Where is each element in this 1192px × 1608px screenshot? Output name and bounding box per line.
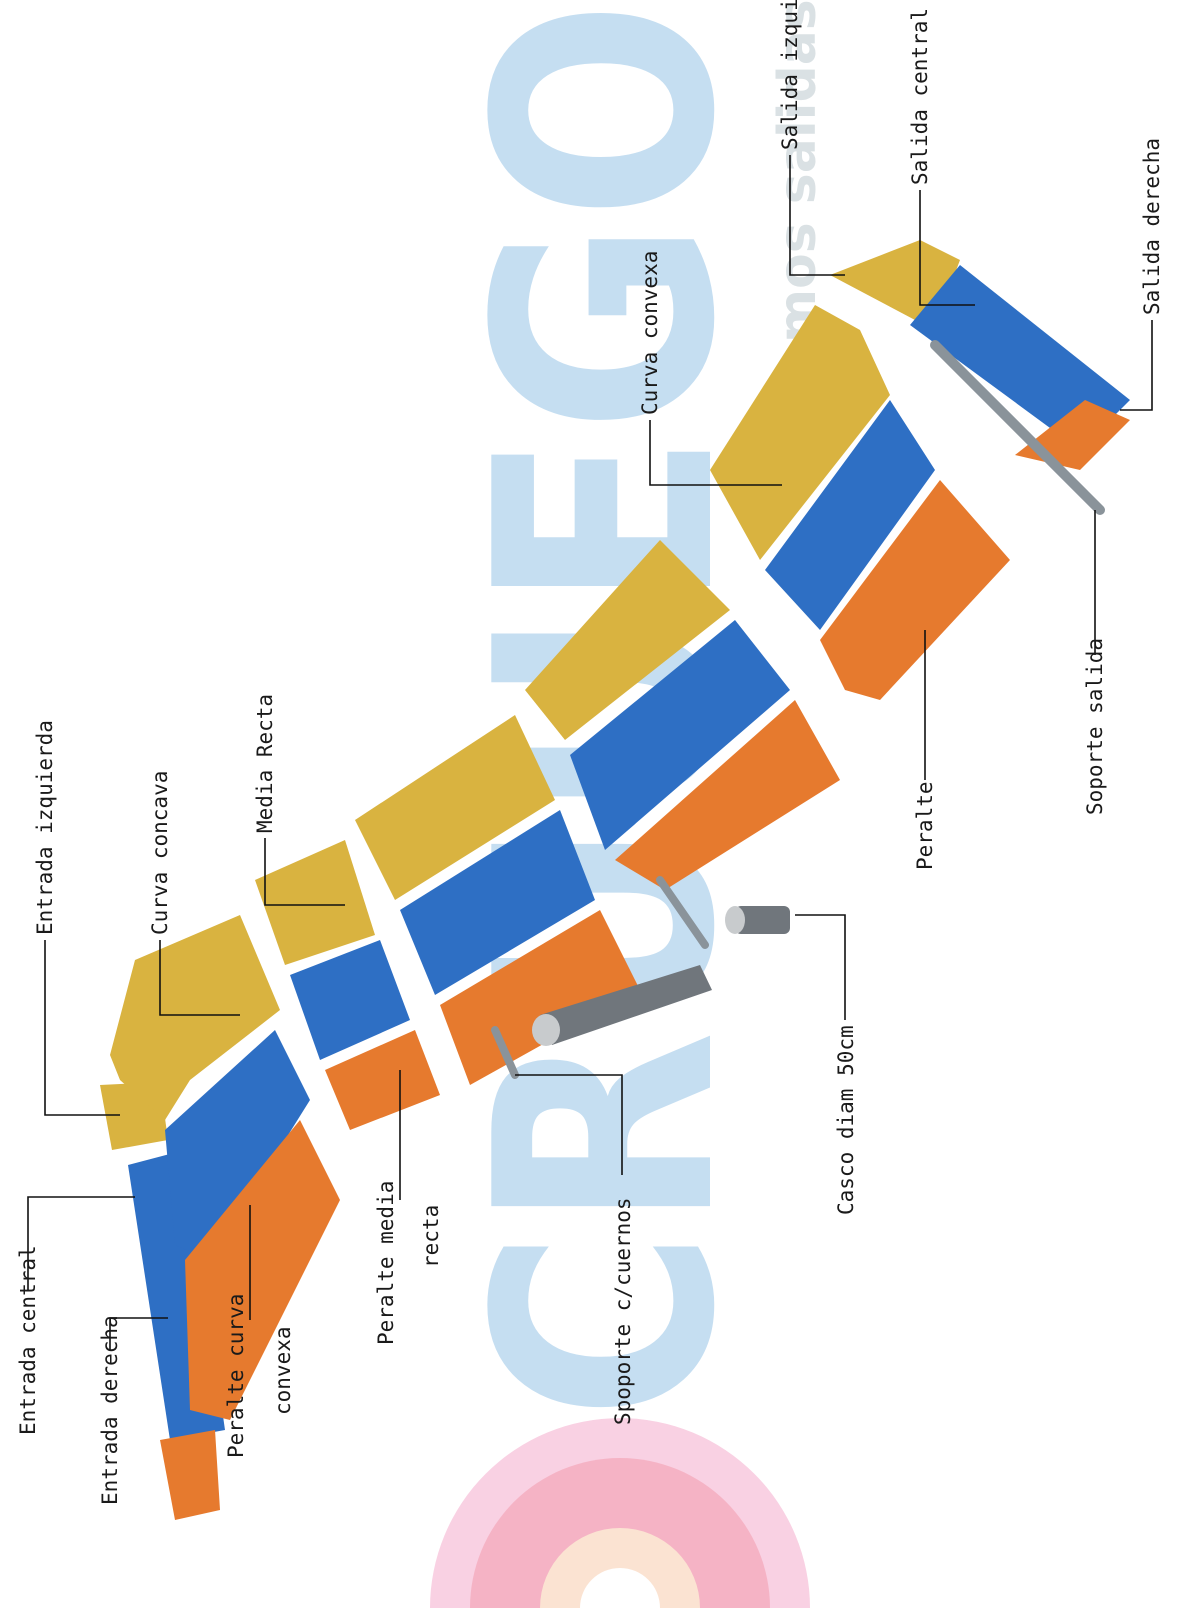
peralte-curva-convexa-piece (185, 1120, 340, 1420)
label-entrada-izquierda: Entrada izquierda (33, 720, 57, 935)
leader-entrada-derecha (109, 1317, 168, 1350)
label-salida-derecha: Salida derecha (1140, 138, 1164, 315)
label-soporte-salida: Soporte salida (1083, 638, 1107, 815)
label-curva-concava: Curva concava (148, 771, 172, 935)
leader-soporte-cuernos (515, 1074, 623, 1175)
curva-concava-piece (110, 915, 280, 1120)
curva-convexa-yellow (710, 305, 890, 560)
leader-entrada-izquierda (44, 940, 120, 1116)
label-curva-convexa: Curva convexa (638, 251, 662, 415)
mid-yellow-1 (355, 715, 555, 900)
label-entrada-derecha: Entrada derecha (98, 1315, 122, 1505)
mid-yellow-2 (525, 540, 730, 740)
label-peralte: Peralte (913, 781, 937, 870)
label-peralte-media-recta-2: recta (419, 1205, 443, 1268)
slide-parts (100, 240, 1130, 1520)
curva-convexa-blue (765, 400, 935, 630)
label-soporte-cuernos: Spoporte c/cuernos (611, 1197, 635, 1425)
leader-casco (795, 914, 846, 1020)
curva-concava-blue (165, 1030, 310, 1260)
leader-entrada-central (27, 1196, 135, 1290)
label-peralte-curva-convexa-2: convexa (271, 1326, 295, 1415)
peralte-piece (820, 480, 1010, 700)
soporte-mid-bar (656, 876, 709, 949)
label-peralte-media-recta-1: Peralte media (374, 1181, 398, 1345)
casco-cylinder-small (725, 906, 790, 934)
casco-cylinder-large (532, 965, 712, 1046)
label-peralte-curva-convexa-1: Peralte curva (224, 1294, 248, 1458)
mid-orange-1 (440, 910, 640, 1085)
media-recta-yellow (255, 840, 375, 965)
salida-central-piece (910, 265, 1130, 450)
leader-salida-izquierda (789, 155, 845, 276)
watermark-logo (430, 1418, 810, 1608)
label-media-recta: Media Recta (253, 694, 277, 833)
soporte-salida-bar (930, 340, 1105, 515)
peralte-media-recta-piece (325, 1030, 440, 1130)
leader-lines (27, 155, 1153, 1350)
salida-izquierda-piece (830, 240, 960, 320)
leader-curva-convexa (649, 420, 782, 486)
label-casco-diam: Casco diam 50cm (834, 1025, 858, 1215)
label-entrada-central: Entrada central (16, 1245, 40, 1435)
label-salida-izquierda: Salida izquierda (778, 0, 802, 150)
leader-salida-central (919, 190, 975, 306)
mid-blue-1 (400, 810, 595, 995)
labels: Entrada izquierda Curva concava Media Re… (16, 0, 1164, 1505)
media-recta-blue (290, 940, 410, 1060)
leader-curva-concava (159, 940, 240, 1016)
mid-orange-2 (615, 700, 840, 890)
leader-salida-derecha (1120, 320, 1153, 411)
soporte-cuernos-bar (491, 1026, 519, 1079)
label-salida-central: Salida central (908, 8, 932, 185)
leader-media-recta (264, 838, 345, 906)
mid-blue-2 (570, 620, 790, 850)
